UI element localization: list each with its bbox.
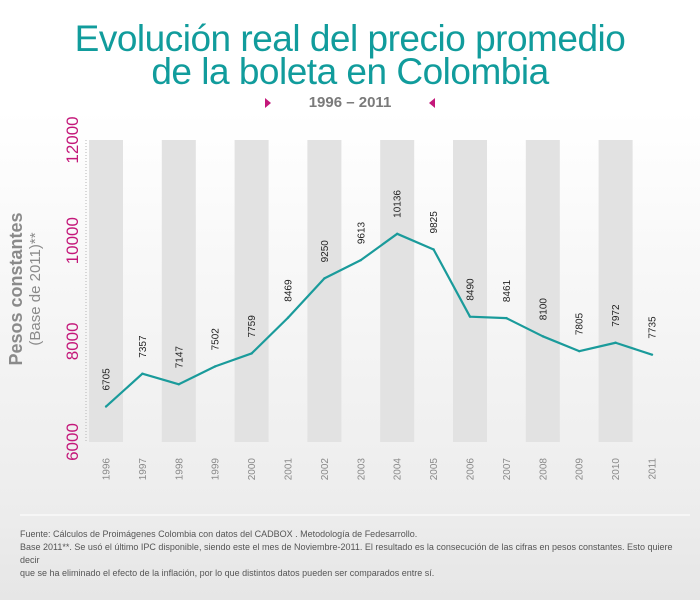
triangle-right-icon <box>264 98 271 109</box>
data-label: 8461 <box>502 279 513 302</box>
x-tick-label: 2001 <box>284 458 295 481</box>
series-line <box>105 232 653 408</box>
x-tick-label: 2008 <box>538 458 549 481</box>
data-point <box>650 353 654 356</box>
data-label: 7502 <box>211 328 222 351</box>
data-point <box>396 232 399 236</box>
data-point <box>104 405 108 408</box>
y-tick-label: 8000 <box>63 322 82 360</box>
category-band <box>380 140 415 442</box>
data-point <box>505 316 508 320</box>
data-point <box>541 335 544 338</box>
data-label: 8469 <box>284 279 295 302</box>
data-point <box>214 365 217 368</box>
x-tick-label: 2011 <box>648 458 659 480</box>
period-label: 1996 – 2011 <box>308 94 392 111</box>
y-tick-label: 6000 <box>63 423 82 461</box>
y-tick-label: 10000 <box>63 217 82 264</box>
footer-source: Fuente: Cálculos de Proimágenes Colombia… <box>20 529 418 539</box>
data-label: 10136 <box>393 190 404 218</box>
footer-note-line2: que se ha eliminado el efecto de la infl… <box>20 568 435 578</box>
footer-notes: Fuente: Cálculos de Proimágenes Colombia… <box>20 528 690 580</box>
data-label: 8490 <box>466 278 477 301</box>
x-tick-label: 2010 <box>611 458 622 481</box>
data-label: 7759 <box>247 315 258 338</box>
data-point <box>141 372 144 375</box>
data-point <box>359 258 362 262</box>
data-label: 6705 <box>102 368 113 391</box>
x-tick-label: 2000 <box>247 458 258 481</box>
x-tick-label: 2003 <box>356 458 367 481</box>
category-band <box>598 140 633 442</box>
category-band <box>525 140 560 442</box>
x-tick-label: 2006 <box>466 458 477 481</box>
data-label: 7972 <box>611 304 622 327</box>
data-point <box>323 277 326 280</box>
data-point <box>614 341 617 344</box>
data-label: 7735 <box>648 316 659 339</box>
x-tick-label: 2005 <box>429 458 440 481</box>
x-tick-label: 2007 <box>502 458 513 481</box>
chart-title: Evolución real del precio promedio de la… <box>0 18 700 92</box>
x-tick-label: 2002 <box>320 458 331 481</box>
data-point <box>250 352 253 355</box>
data-label: 7805 <box>575 312 586 335</box>
category-band <box>161 140 196 442</box>
data-label: 9825 <box>429 211 440 234</box>
footer-note-line1: Base 2011**. Se usó el último IPC dispon… <box>20 542 673 565</box>
y-tick-label: 12000 <box>63 116 82 163</box>
data-label: 7147 <box>174 346 185 369</box>
data-label: 9613 <box>356 221 367 244</box>
period-subtitle: 1996 – 2011 <box>0 94 700 114</box>
category-band <box>453 140 487 442</box>
data-point <box>578 349 581 353</box>
data-label: 7357 <box>138 335 149 358</box>
x-tick-label: 1997 <box>138 458 149 481</box>
triangle-left-icon <box>429 98 436 109</box>
data-point <box>177 383 180 386</box>
data-point <box>432 248 435 251</box>
chart-title-line2: de la boleta en Colombia <box>151 51 549 92</box>
category-band <box>234 140 269 442</box>
data-label: 9250 <box>320 240 331 263</box>
category-band <box>89 140 123 442</box>
x-tick-label: 1998 <box>174 458 185 481</box>
x-tick-label: 2009 <box>575 458 586 481</box>
x-tick-label: 1996 <box>102 458 113 481</box>
data-label: 8100 <box>538 298 549 321</box>
x-tick-label: 2004 <box>393 458 404 481</box>
data-point <box>286 316 290 319</box>
chart-title-line1: Evolución real del precio promedio <box>74 18 626 59</box>
x-tick-label: 1999 <box>211 458 222 481</box>
data-point <box>468 315 472 318</box>
